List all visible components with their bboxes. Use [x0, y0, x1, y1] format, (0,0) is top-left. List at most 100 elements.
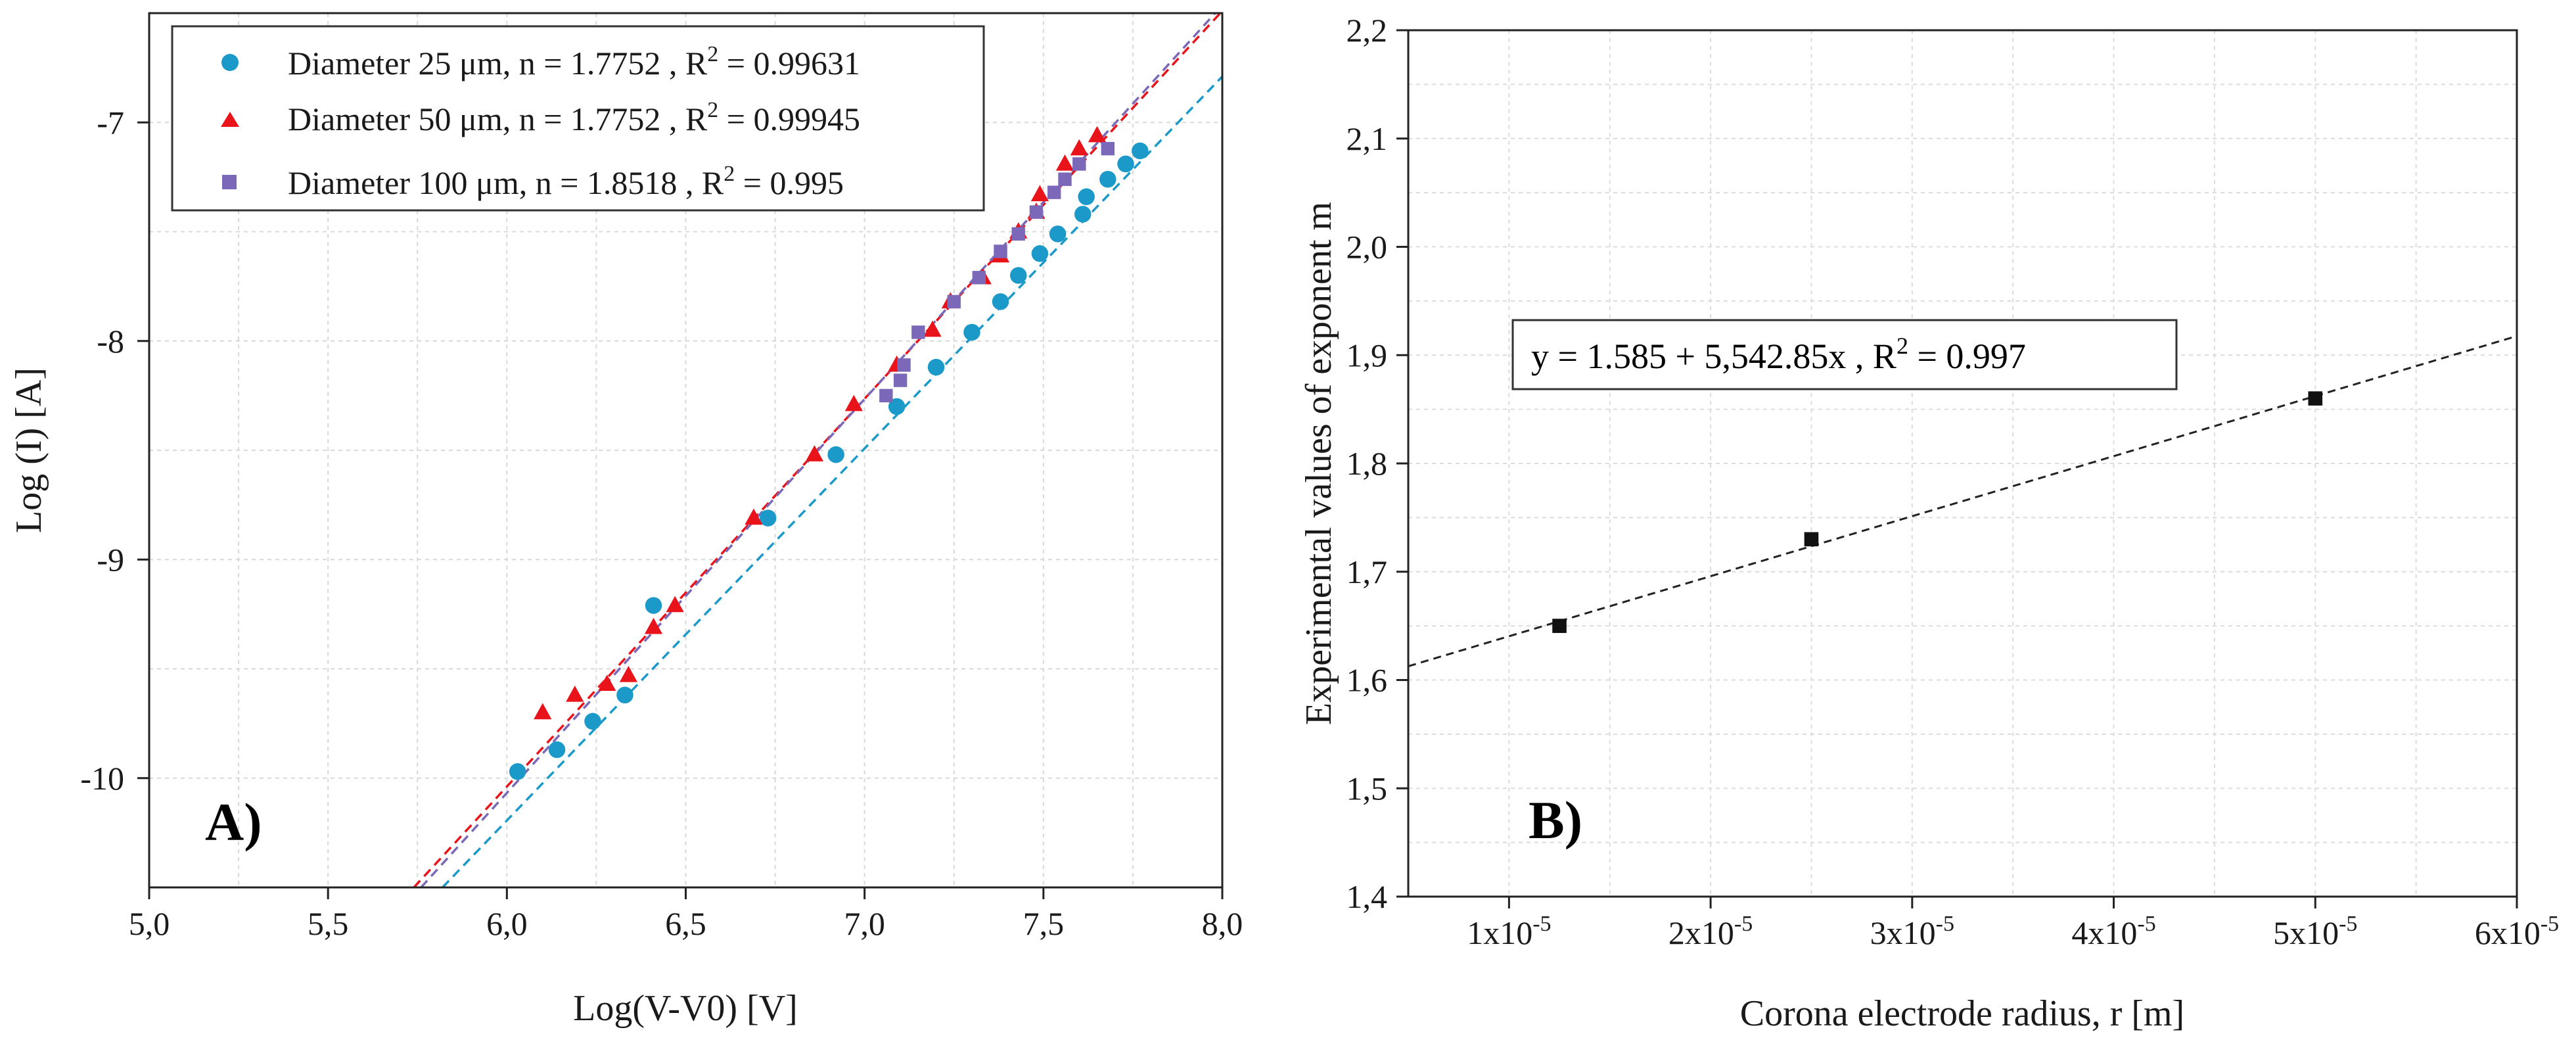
- data-point-series-0: [1132, 142, 1149, 160]
- data-point-series-2: [1072, 157, 1086, 171]
- data-point-series-0: [1009, 267, 1027, 284]
- legend-marker-diameter-100: [222, 175, 237, 189]
- y-tick-label: 2,1: [1346, 120, 1388, 157]
- data-point-series-2: [947, 294, 961, 309]
- chart-a: 5,0 5,5 6,0 6,5 7,0 7,5 8,0 -10 -9 -8 -7 Diameter …: [9, 10, 1243, 1029]
- data-point-series-0: [963, 323, 980, 341]
- data-point-series-2: [879, 388, 893, 403]
- chart-b-y-axis-title: Experimental values of exponent m: [1299, 202, 1339, 725]
- x-tick-label: 6x10-5: [2475, 912, 2559, 951]
- y-tick-label: 1,6: [1346, 662, 1388, 699]
- data-point-series-2: [911, 325, 925, 339]
- data-point-series-0: [1049, 225, 1067, 243]
- y-tick-label: 2,0: [1346, 229, 1388, 266]
- chart-b-equation-box: y = 1.585 + 5,542.85x , R2 = 0.997: [1511, 319, 2178, 390]
- fit-line-series-0: [442, 76, 1224, 889]
- data-point-series-2: [1011, 227, 1025, 241]
- data-point-series-0: [616, 686, 633, 704]
- data-point-series-2: [1058, 172, 1072, 186]
- chart-b-x-axis-title: Corona electrode radius, r [m]: [1740, 993, 2184, 1034]
- x-tick-label: 8,0: [1202, 905, 1243, 942]
- chart-b-equation-frame: [1511, 319, 2178, 390]
- legend-label-diameter-25: Diameter 25 μm, n = 1.7752 , R2 = 0.9963…: [288, 42, 860, 82]
- chart-b-panel-label: B): [1529, 790, 1582, 850]
- x-tick-label: 1x10-5: [1467, 912, 1551, 951]
- chart-b: 1x10-5 2x10-5 3x10-5 4x10-5 5x10-5 6x10-5 1,4 1…: [1299, 12, 2559, 1034]
- fit-line: [1408, 335, 2518, 668]
- chart-a-data-points: [509, 126, 1149, 780]
- chart-a-legend-box: [171, 25, 985, 212]
- data-point-series-1: [805, 445, 824, 461]
- data-point-series-0: [1074, 206, 1092, 223]
- data-point-series-1: [1055, 154, 1074, 171]
- legend-marker-diameter-25: [221, 54, 239, 71]
- data-point-series-0: [1117, 155, 1134, 173]
- y-tick-label: 1,8: [1346, 445, 1388, 482]
- x-tick-label: 7,5: [1023, 905, 1065, 942]
- x-tick-label: 6,5: [665, 905, 706, 942]
- y-tick-label: -10: [80, 760, 124, 797]
- chart-b-grid: [1408, 30, 2518, 897]
- legend-label-diameter-50: Diameter 50 μm, n = 1.7752 , R2 = 0.9994…: [288, 98, 860, 137]
- x-tick-label: 5,0: [129, 905, 170, 942]
- data-point-series-1: [644, 617, 663, 634]
- chart-b-equation-text: y = 1.585 + 5,542.85x , R2 = 0.997: [1531, 333, 2026, 376]
- y-tick-label: 1,5: [1346, 770, 1388, 807]
- y-tick-label: -8: [97, 323, 124, 360]
- y-tick-label: -9: [97, 541, 124, 578]
- data-point-series-1: [1070, 139, 1088, 156]
- data-point-series-1: [844, 394, 863, 411]
- data-point-series-1: [534, 703, 552, 720]
- data-point-series-1: [666, 596, 684, 613]
- chart-b-ticks: 1x10-5 2x10-5 3x10-5 4x10-5 5x10-5 6x10-5 1,4 1…: [1346, 12, 2560, 951]
- y-tick-label: -7: [97, 104, 124, 141]
- data-point-series-2: [1047, 185, 1061, 199]
- y-tick-label: 2,2: [1346, 12, 1388, 49]
- legend-label-diameter-100: Diameter 100 μm, n = 1.8518 , R2 = 0.995: [288, 162, 844, 201]
- data-point-series-2: [994, 245, 1007, 258]
- data-point-series-0: [827, 446, 844, 463]
- data-point-series-0: [645, 597, 662, 614]
- data-point-series-2: [1029, 205, 1044, 219]
- data-point-series-0: [548, 741, 566, 759]
- x-tick-label: 5,5: [308, 905, 349, 942]
- data-point-series-0: [1099, 170, 1116, 188]
- data-point-series-1: [566, 685, 584, 702]
- data-point-series-0: [992, 293, 1009, 310]
- chart-a-panel-label: A): [205, 792, 262, 852]
- data-point: [2308, 391, 2323, 406]
- x-tick-label: 7,0: [844, 905, 885, 942]
- chart-a-y-axis-title: Log (I) [A]: [9, 367, 49, 533]
- data-point: [1804, 532, 1819, 547]
- data-point-series-0: [509, 763, 526, 780]
- legend-marker-diameter-50: [221, 112, 239, 127]
- chart-a-legend: Diameter 25 μm, n = 1.7752 , R2 = 0.9963…: [171, 25, 985, 212]
- data-point-series-1: [598, 674, 616, 691]
- chart-b-fit-line: [1408, 335, 2518, 668]
- data-point-series-0: [888, 398, 906, 415]
- data-point-series-0: [1031, 245, 1049, 262]
- data-point-series-2: [893, 373, 908, 387]
- x-tick-label: 5x10-5: [2273, 912, 2357, 951]
- data-point-series-0: [927, 358, 945, 376]
- data-point-series-1: [745, 508, 763, 525]
- data-point-series-1: [1088, 126, 1107, 143]
- x-tick-label: 2x10-5: [1668, 912, 1753, 951]
- chart-a-x-axis-title: Log(V-V0) [V]: [573, 988, 798, 1029]
- chart-a-ticks: 5,0 5,5 6,0 6,5 7,0 7,5 8,0 -10 -9 -8 -7: [80, 104, 1243, 942]
- x-tick-label: 6,0: [486, 905, 528, 942]
- chart-b-data-points: [1552, 391, 2323, 633]
- data-point-series-0: [759, 509, 777, 527]
- y-tick-label: 1,9: [1346, 337, 1388, 373]
- x-tick-label: 4x10-5: [2071, 912, 2155, 951]
- data-point-series-1: [1030, 185, 1049, 202]
- y-tick-label: 1,7: [1346, 553, 1388, 590]
- x-tick-label: 3x10-5: [1870, 912, 1954, 951]
- y-tick-label: 1,4: [1346, 878, 1388, 915]
- data-point-series-2: [897, 358, 911, 372]
- data-point-series-0: [584, 713, 601, 730]
- data-point-series-1: [619, 666, 638, 682]
- data-point: [1552, 619, 1567, 633]
- data-point-series-1: [923, 320, 942, 337]
